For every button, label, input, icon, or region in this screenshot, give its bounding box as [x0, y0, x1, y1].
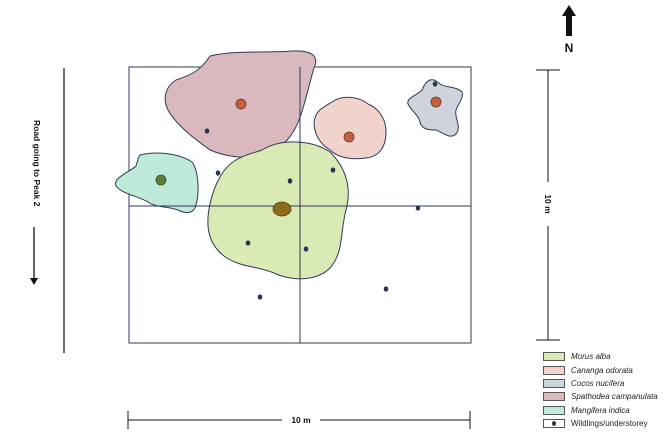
legend-label: Cocos nucifera — [571, 378, 625, 388]
legend: Morus alba Cananga odorata Cocos nucifera S… — [543, 350, 666, 430]
legend-item: Cananga odorata — [543, 363, 666, 376]
wildling — [204, 128, 210, 134]
legend-item: Cocos nucifera — [543, 377, 666, 390]
wildling — [303, 246, 309, 252]
dimension-right — [536, 69, 560, 341]
legend-label: Wildlings/understorey — [571, 419, 648, 429]
wildling — [245, 240, 251, 246]
legend-item: Morus alba — [543, 350, 666, 363]
legend-item: Wildlings/understorey — [543, 417, 666, 430]
legend-label: Mangifera indica — [571, 405, 630, 415]
legend-label: Morus alba — [571, 352, 611, 362]
legend-swatch — [543, 392, 565, 402]
wildling — [215, 170, 221, 176]
legend-item: Mangifera indica — [543, 404, 666, 417]
trunk-cananga-odorata — [343, 131, 355, 143]
dimension-bottom — [127, 411, 471, 429]
wildling — [330, 167, 336, 173]
legend-swatch — [543, 352, 565, 362]
north-label: N — [565, 41, 574, 55]
road-label: Road going to Peak 2 — [32, 120, 42, 207]
trunk-spathodea-campanulata — [235, 98, 247, 110]
legend-label: Spathodea campanulata — [571, 392, 658, 402]
trunk-cocos-nucifera — [430, 96, 442, 108]
wildling — [383, 286, 389, 292]
north-arrow-icon — [562, 5, 576, 36]
trunk-mangifera-indica — [155, 174, 167, 186]
wildling — [432, 81, 438, 87]
legend-label: Cananga odorata — [571, 365, 633, 375]
legend-swatch — [543, 378, 565, 388]
legend-swatch — [543, 405, 565, 415]
crown-cocos-nucifera — [407, 79, 463, 137]
crown-cananga-odorata — [313, 96, 387, 160]
legend-swatch — [543, 419, 565, 429]
road-direction-arrow-icon — [30, 227, 38, 285]
wildling — [415, 205, 421, 211]
dimension-right-label: 10 m — [543, 194, 553, 214]
trunk-morus-alba — [272, 201, 292, 217]
wildling — [287, 178, 293, 184]
dimension-bottom-label: 10 m — [291, 415, 311, 425]
wildling — [257, 294, 263, 300]
wildling-dot-icon — [552, 421, 556, 427]
legend-item: Spathodea campanulata — [543, 390, 666, 403]
legend-swatch — [543, 365, 565, 375]
